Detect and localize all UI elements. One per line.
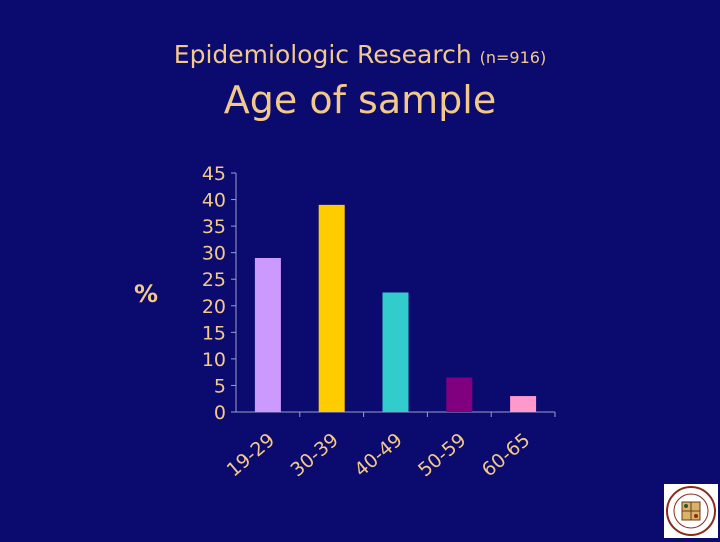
y-tick-label: 0 (214, 402, 226, 424)
y-tick-label: 10 (202, 349, 226, 371)
y-tick-label: 15 (202, 322, 226, 344)
chart-bars (254, 204, 537, 412)
chart-heading: Epidemiologic Research (n=916) (0, 40, 720, 69)
sample-size: (n=916) (479, 48, 547, 67)
y-tick-label: 20 (202, 296, 226, 318)
x-tick-label: 30-39 (286, 429, 342, 481)
y-tick-labels: 0 5 10 15 20 25 30 35 40 45 (202, 163, 226, 424)
y-tick-label: 30 (202, 243, 226, 265)
chart-title: Age of sample (223, 78, 497, 122)
bar-60-65 (510, 396, 537, 412)
bar-19-29 (254, 257, 281, 412)
x-tick-label: 60-65 (478, 429, 534, 481)
bar-40-49 (382, 292, 409, 412)
y-tick-label: 25 (202, 269, 226, 291)
x-tick-label: 19-29 (223, 429, 279, 481)
y-tick-label: 35 (202, 216, 226, 238)
bar-30-39 (318, 204, 345, 412)
x-tick-labels: 19-29 30-39 40-49 50-59 60-65 (223, 429, 535, 481)
heading-text: Epidemiologic Research (173, 40, 472, 69)
y-tick-label: 5 (214, 375, 226, 397)
bar-50-59 (446, 377, 473, 412)
x-tick-label: 50-59 (414, 429, 470, 481)
city-seal-icon (664, 484, 718, 538)
y-tick-label: 40 (202, 190, 226, 212)
y-axis-label: % (134, 280, 159, 308)
x-tick-label: 40-49 (350, 429, 406, 481)
y-tick-label: 45 (202, 163, 226, 185)
